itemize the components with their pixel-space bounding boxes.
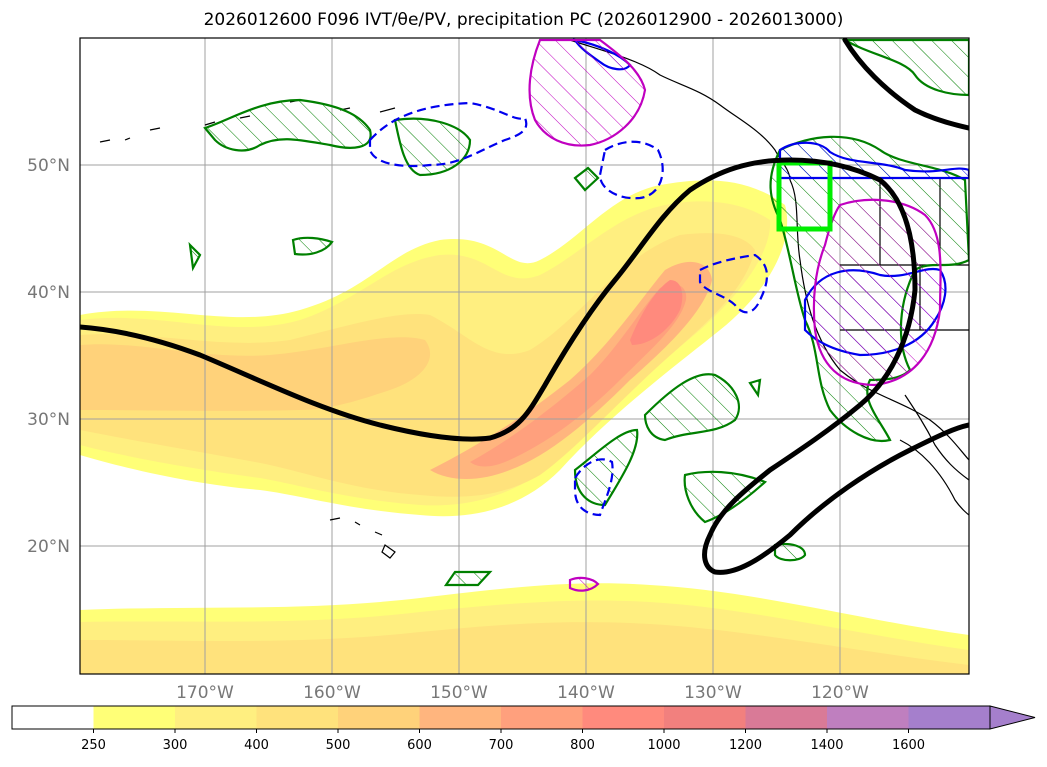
pv-contours xyxy=(528,38,942,592)
lat-label-40: 40°N xyxy=(27,283,70,303)
colorbar-segment xyxy=(175,706,257,729)
lon-label-170w: 170°W xyxy=(176,683,234,703)
map-frame xyxy=(79,37,970,675)
lon-labels: 170°W 160°W 150°W 140°W 130°W 120°W xyxy=(176,683,869,703)
colorbar-segment xyxy=(256,706,339,729)
lat-labels: 50°N 40°N 30°N 20°N xyxy=(27,156,70,557)
precip-pos-sw xyxy=(573,428,639,507)
colorbar-tick-label: 1600 xyxy=(892,738,925,753)
colorbar-segment xyxy=(338,706,420,729)
colorbar xyxy=(11,705,1036,733)
pv-interior-west xyxy=(812,198,942,387)
colorbar-segment xyxy=(93,706,176,729)
ivt-band-south-core xyxy=(80,622,969,674)
ivt-contour-main xyxy=(80,157,969,575)
colorbar-tick-label: 250 xyxy=(81,738,106,753)
precip-neg-sw xyxy=(573,458,614,517)
ivt-band-500 xyxy=(80,337,431,411)
mexico-coast xyxy=(899,439,969,516)
colorbar-tick-label: 400 xyxy=(244,738,269,753)
precip-pos-central xyxy=(643,373,741,442)
lon-label-150w: 150°W xyxy=(430,683,488,703)
colorbar-tick-label: 800 xyxy=(570,738,595,753)
colorbar-segment xyxy=(501,706,583,729)
colorbar-segment xyxy=(664,706,746,729)
ivt-band-800 xyxy=(630,280,683,345)
colorbar-segment xyxy=(12,706,94,729)
precip-negative-contours xyxy=(368,101,768,517)
precip-pos-small1 xyxy=(188,241,202,272)
focus-box xyxy=(776,160,833,232)
hawaii-islands xyxy=(329,517,396,559)
precip-neg-gulf xyxy=(598,140,664,200)
lat-label-30: 30°N xyxy=(27,410,70,430)
precip-neg-nw-coast xyxy=(778,141,969,180)
ivt-band-700 xyxy=(470,284,687,467)
colorbar-tick-label: 1200 xyxy=(729,738,762,753)
precip-neg-north xyxy=(368,101,528,168)
lat-label-50: 50°N xyxy=(27,156,70,176)
map-title: 2026012600 F096 IVT/θe/PV, precipitation… xyxy=(203,10,844,30)
precip-pos-subtrop xyxy=(683,470,768,524)
precip-pos-west xyxy=(291,236,334,256)
ivt-shading xyxy=(80,180,969,674)
colorbar-tick-label: 1400 xyxy=(810,738,843,753)
colorbar-tick-label: 700 xyxy=(489,738,514,753)
lon-label-130w: 130°W xyxy=(684,683,742,703)
lat-label-20: 20°N xyxy=(27,537,70,557)
colorbar-segment xyxy=(419,706,502,729)
colorbar-segment xyxy=(582,706,665,729)
baja-coast xyxy=(904,394,969,481)
colorbar-segment xyxy=(745,706,828,729)
ivt-contour-ne xyxy=(842,38,969,131)
colorbar-tick-label: 500 xyxy=(326,738,351,753)
lon-label-140w: 140°W xyxy=(557,683,615,703)
colorbar-tick-label: 1000 xyxy=(647,738,680,753)
precip-neg-central xyxy=(698,253,768,314)
precip-pos-small4 xyxy=(573,166,600,192)
precip-pos-aleutian xyxy=(203,98,372,152)
lon-label-160w: 160°W xyxy=(303,683,361,703)
colorbar-extend-arrow xyxy=(989,705,1036,730)
pv-small-south xyxy=(568,576,600,592)
precip-pos-small2 xyxy=(443,570,493,587)
colorbar-tick-labels: 250 300 400 500 600 700 800 1000 1200 1400 1600 xyxy=(81,738,925,753)
precip-pos-north xyxy=(393,117,472,177)
colorbar-segment xyxy=(827,706,909,729)
colorbar-segment xyxy=(908,706,991,729)
ivt-contour-lines xyxy=(80,38,969,575)
colorbar-tick-label: 300 xyxy=(163,738,188,753)
colorbar-tick-label: 600 xyxy=(407,738,432,753)
lon-label-120w: 120°W xyxy=(811,683,869,703)
precip-pos-ne xyxy=(841,38,969,97)
precip-pos-small5 xyxy=(748,378,762,399)
precip-pos-small3 xyxy=(773,542,807,562)
pv-gulf-alaska xyxy=(528,38,647,147)
